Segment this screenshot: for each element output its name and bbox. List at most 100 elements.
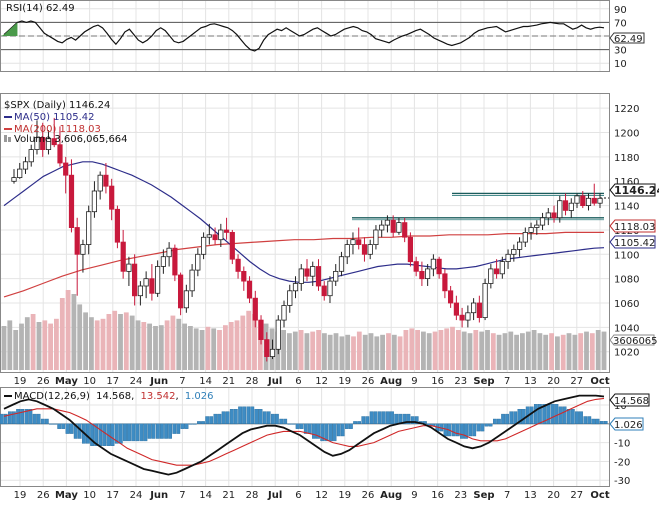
- ma200-line: [3, 231, 604, 298]
- candle: [258, 315, 264, 345]
- macd-histogram-bar: [550, 404, 555, 425]
- macd-legend-name: MACD(12,26,9): [14, 391, 90, 402]
- candle-body: [298, 268, 304, 284]
- macd-histogram-bar: [529, 406, 534, 425]
- macd-histogram-bar: [49, 423, 53, 425]
- candle-body: [91, 190, 97, 213]
- x-tick-label: 19: [338, 376, 351, 387]
- macd-histogram-bar: [69, 423, 74, 434]
- macd-histogram-bar: [11, 411, 16, 425]
- macd-histogram-bar: [275, 413, 279, 425]
- ma50-value-box: 1105.42: [609, 235, 656, 249]
- candle-body: [436, 258, 442, 275]
- volume-bar: [322, 333, 327, 370]
- candle-body: [292, 283, 299, 292]
- candle: [545, 208, 551, 226]
- volume-bar: [356, 331, 362, 370]
- candle: [160, 249, 166, 274]
- macd-legend-sep2: ,: [176, 391, 179, 402]
- volume-bar: [403, 330, 409, 370]
- candle-body: [384, 219, 391, 226]
- macd-histogram-bar: [505, 413, 509, 425]
- candle: [177, 272, 184, 316]
- macd-histogram-bar: [3, 413, 8, 425]
- price-legend-ma50: MA(50) 1105.42: [4, 112, 95, 123]
- x-tick-label: 19: [338, 490, 351, 501]
- price-legend-symbol: $SPX (Daily) 1146.24: [4, 100, 110, 111]
- candle: [419, 261, 425, 286]
- x-tick-label: Jun: [149, 376, 168, 387]
- price-tick-label: 1060: [614, 299, 639, 310]
- candle: [264, 332, 270, 362]
- macd-legend: MACD(12,26,9) 14.568, 13.542, 1.026: [4, 391, 214, 402]
- macd-histogram-bar: [246, 406, 251, 425]
- macd-histogram-bar: [98, 423, 103, 446]
- macd-histogram-bar: [271, 413, 275, 425]
- volume-bar: [228, 322, 234, 370]
- macd-histogram-bar: [472, 423, 477, 437]
- volume-bar: [415, 330, 420, 370]
- candle: [436, 256, 442, 279]
- candle: [384, 215, 391, 233]
- x-tick-label: 19: [14, 376, 27, 387]
- macd-histogram-bar: [16, 409, 20, 425]
- candle-body: [338, 256, 345, 272]
- price-tick-label: 1020: [614, 348, 639, 359]
- volume-bar: [485, 330, 490, 370]
- svg-text:1105.42: 1105.42: [614, 238, 655, 249]
- x-tick-label: 17: [106, 376, 119, 387]
- candle: [275, 315, 281, 355]
- price-last-box: 1146.24: [609, 183, 659, 197]
- macd-histogram-bar: [324, 423, 329, 442]
- macd-histogram-bar: [155, 423, 160, 439]
- candle-body: [235, 258, 241, 272]
- volume-bar: [351, 336, 356, 370]
- candle-body: [557, 200, 563, 219]
- volume-bar: [193, 328, 199, 370]
- macd-histogram-bar: [279, 418, 284, 425]
- rsi-tick-label: 70: [614, 18, 627, 29]
- volume-bar: [65, 290, 71, 370]
- candle: [34, 120, 40, 155]
- candle-body: [57, 144, 63, 164]
- candle: [281, 300, 287, 328]
- candle: [298, 264, 304, 291]
- volume-bar: [391, 334, 397, 370]
- macd-histogram-bar: [303, 423, 308, 434]
- candle-body: [218, 229, 224, 241]
- volume-bar: [106, 314, 112, 370]
- x-tick-label: 13: [524, 490, 537, 501]
- volume-bar: [438, 330, 444, 370]
- macd-tick-label: -10: [614, 439, 630, 450]
- candle: [315, 259, 322, 291]
- rsi-tick-label: 10: [614, 59, 627, 70]
- macd-histogram-bar: [139, 423, 144, 442]
- candle: [470, 298, 477, 321]
- volume-bar: [304, 333, 310, 370]
- macd-histogram-bar: [118, 423, 123, 444]
- macd-histogram-bar: [287, 423, 292, 425]
- volume-bar: [199, 330, 205, 370]
- x-tick-label: 9: [411, 376, 417, 387]
- candle: [154, 260, 161, 297]
- candle: [137, 281, 143, 306]
- candle: [17, 162, 23, 179]
- candle: [97, 171, 103, 200]
- candle-body: [407, 236, 414, 263]
- macd-histogram-bar: [20, 409, 24, 425]
- candle: [585, 193, 592, 211]
- candle-body: [442, 273, 448, 292]
- candle-body: [545, 212, 551, 219]
- volume-bar: [89, 317, 94, 370]
- volume-bar: [30, 314, 36, 370]
- candle-body: [287, 290, 293, 306]
- candle-body: [534, 224, 540, 228]
- candle: [172, 244, 178, 282]
- volume-bar: [129, 315, 135, 370]
- candle: [505, 249, 511, 269]
- macd-histogram-bar: [159, 423, 164, 439]
- candle: [45, 130, 52, 155]
- volume-bar: [310, 331, 316, 370]
- volume-bar: [490, 333, 496, 370]
- candle: [367, 239, 373, 260]
